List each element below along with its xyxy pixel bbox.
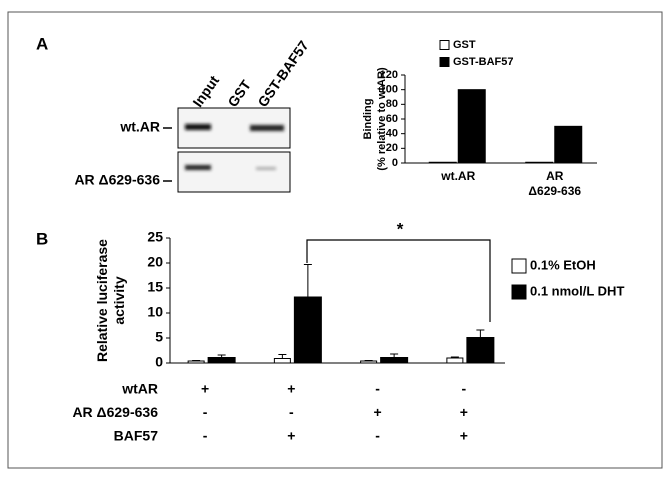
condition-label: AR Δ629-636 [72,404,158,420]
y-tick-label: 0 [155,354,163,370]
significance-bracket [306,239,491,322]
bar [293,296,322,364]
error-bar [278,354,287,359]
error-bar [390,353,399,358]
x-tick-label: AR [546,169,564,183]
band [256,167,276,170]
bar [207,357,236,364]
legend-swatch [439,40,450,50]
error-bar [364,360,373,361]
lane-label: GST-BAF57 [254,37,311,109]
legend-swatch [511,258,527,274]
y-axis-label: Binding [362,99,374,140]
legend-label: 0.1% EtOH [530,257,596,272]
bar [457,89,486,164]
condition-value: - [203,404,208,420]
y-tick-label: 120 [380,69,398,81]
bar [273,358,291,364]
condition-label: wtAR [121,381,158,397]
gel: Input GST GST-BAF57 wt.AR AR Δ629-636 [74,37,312,193]
y-tick-label: 20 [386,142,398,154]
row-label: wt.AR [119,119,160,135]
bar [187,360,205,364]
annotation: * [397,219,404,238]
bar [360,360,378,364]
band [185,165,211,170]
panel-label: B [36,229,48,248]
condition-value: - [375,381,380,397]
bar [380,357,409,364]
error-bar [476,329,485,338]
x-tick-label: Δ629-636 [528,184,581,198]
legend-label: GST [453,39,476,51]
bar [554,125,583,164]
condition-value: + [201,381,209,397]
y-tick-label: 15 [147,279,163,295]
lane-label: Input [189,72,222,109]
x-tick-label: wt.AR [440,169,475,183]
condition-value: + [460,404,468,420]
y-tick-label: 100 [380,84,398,96]
y-tick-label: 80 [386,98,398,110]
condition-value: + [287,428,295,444]
condition-value: + [460,428,468,444]
bar [446,357,464,364]
y-tick-label: 20 [147,254,163,270]
lane-label: GST [224,77,254,110]
legend-swatch [511,284,527,300]
condition-value: - [203,428,208,444]
error-bar [303,264,312,297]
y-axis-label: (% relative to wtAR) [376,67,388,171]
frame [7,11,663,469]
gel-box [177,151,291,193]
error-bar [192,360,201,361]
y-axis-label: Relative luciferase [94,239,110,362]
condition-value: + [374,404,382,420]
y-tick-label: 10 [147,304,163,320]
legend-label: GST-BAF57 [453,56,514,68]
legend-label: 0.1 nmol/L DHT [530,283,624,298]
band [185,124,211,130]
y-tick-label: 0 [392,157,398,169]
y-axis-label: activity [111,276,127,324]
legend-swatch [439,57,450,67]
y-tick-label: 40 [386,128,398,140]
y-tick-label: 60 [386,113,398,125]
condition-value: + [287,381,295,397]
bar [466,337,495,364]
error-bar [450,356,459,358]
error-bar [217,354,226,358]
condition-value: - [462,381,467,397]
condition-value: - [375,428,380,444]
condition-value: - [289,404,294,420]
condition-label: BAF57 [114,428,159,444]
row-label: AR Δ629-636 [74,172,160,188]
bar [525,161,554,164]
bar [428,161,457,164]
band [250,125,284,131]
y-tick-label: 5 [155,329,163,345]
panel-label: A [36,34,48,53]
y-tick-label: 25 [147,229,163,245]
